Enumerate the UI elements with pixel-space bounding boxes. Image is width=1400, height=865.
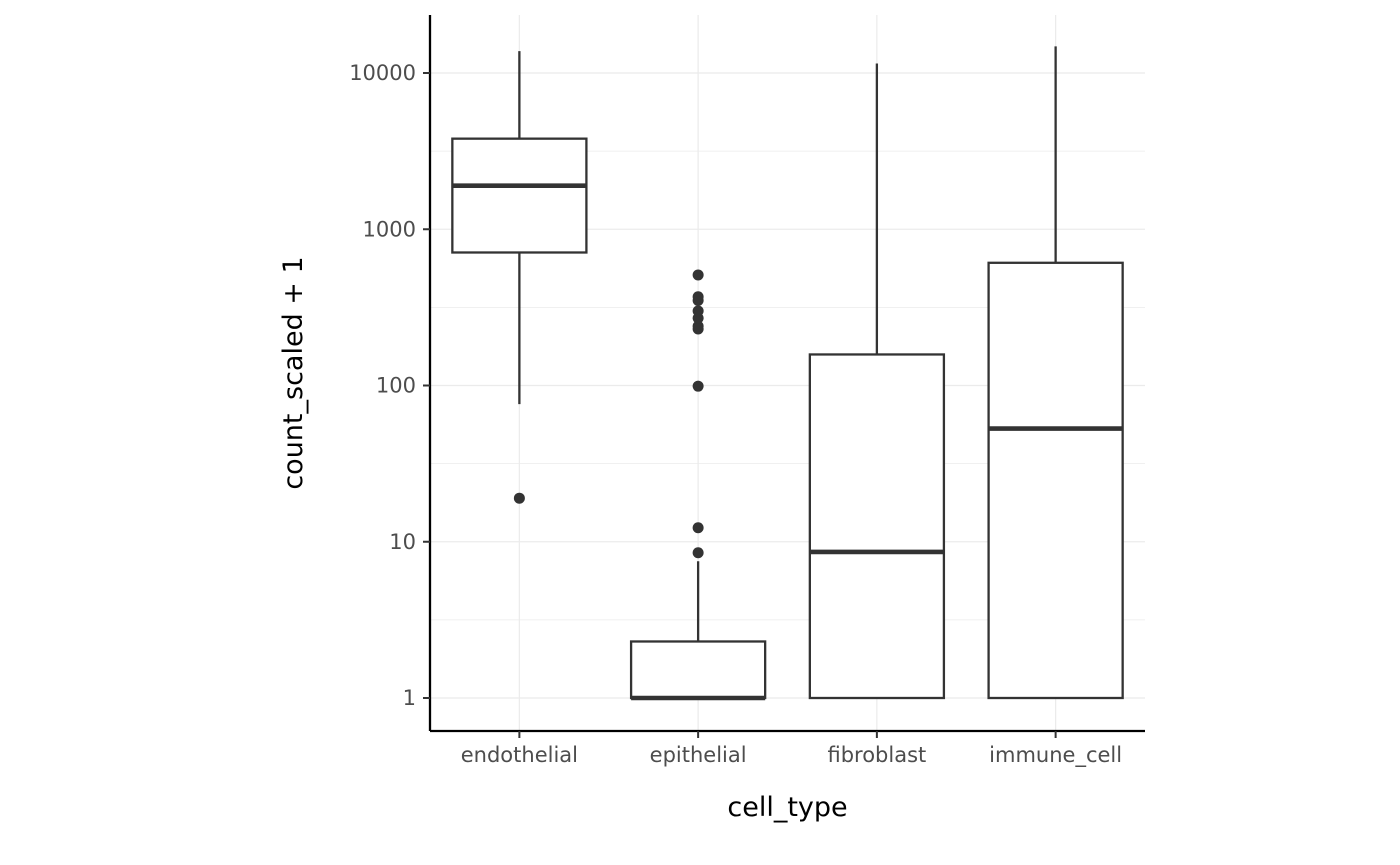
tick-labels: 1 10 100 1000 10000 endothelial epithelial fibr… bbox=[349, 61, 1122, 768]
box-iqr bbox=[629, 640, 767, 700]
y-tick-label: 100 bbox=[376, 374, 416, 398]
axes bbox=[428, 15, 1145, 733]
outlier-point bbox=[513, 492, 525, 504]
box-immune_cell bbox=[987, 46, 1124, 700]
y-axis-title: count_scaled + 1 bbox=[278, 256, 309, 489]
x-tick-label: fibroblast bbox=[827, 743, 926, 767]
outlier-point bbox=[692, 269, 704, 281]
y-tick-label: 1000 bbox=[363, 217, 416, 241]
box-fibroblast bbox=[808, 63, 946, 700]
outlier-point bbox=[692, 522, 704, 534]
outlier-point bbox=[692, 305, 704, 317]
box-iqr bbox=[808, 353, 946, 700]
outlier-point bbox=[692, 320, 704, 332]
y-tick-label: 1 bbox=[403, 686, 416, 710]
x-axis-title: cell_type bbox=[727, 792, 847, 823]
box-iqr bbox=[987, 261, 1124, 700]
boxes bbox=[451, 46, 1124, 701]
outlier-point bbox=[692, 291, 704, 303]
box-epithelial bbox=[629, 269, 767, 701]
x-tick-label: immune_cell bbox=[989, 743, 1122, 768]
outlier-point bbox=[692, 380, 704, 392]
box-iqr bbox=[451, 137, 588, 254]
y-tick-label: 10000 bbox=[349, 61, 416, 85]
x-tick-label: endothelial bbox=[461, 743, 578, 767]
y-tick-label: 10 bbox=[389, 530, 416, 554]
x-tick-label: epithelial bbox=[650, 743, 747, 767]
outlier-point bbox=[692, 547, 704, 559]
box-endothelial bbox=[451, 51, 588, 504]
